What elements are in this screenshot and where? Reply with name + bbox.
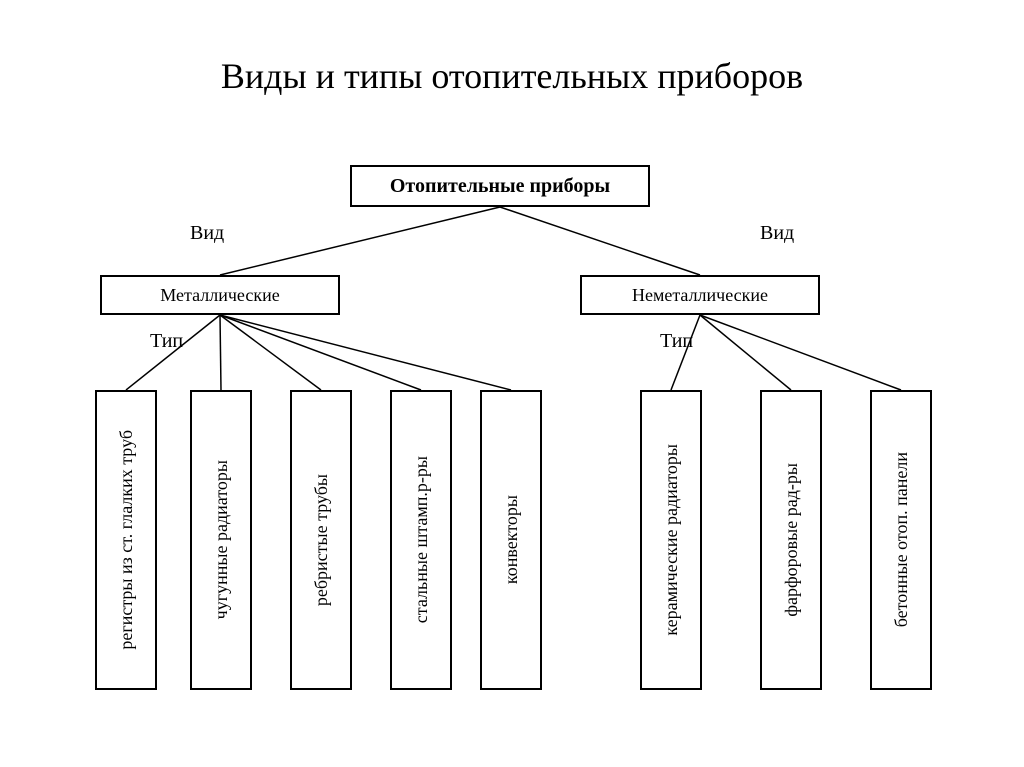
leaf-label: чугунные радиаторы <box>211 460 232 619</box>
root-node: Отопительные приборы <box>350 165 650 207</box>
diagram-canvas: Виды и типы отопительных приборов Отопит… <box>0 0 1024 767</box>
category-node-left: Металлические <box>100 275 340 315</box>
leaf-node: стальные штамп.р-ры <box>390 390 452 690</box>
leaf-label: конвекторы <box>501 495 522 584</box>
leaf-node: чугунные радиаторы <box>190 390 252 690</box>
category-node-right-label: Неметаллические <box>632 285 768 306</box>
leaf-node: регистры из ст. глалких труб <box>95 390 157 690</box>
leaf-label: стальные штамп.р-ры <box>411 456 432 623</box>
leaf-label: фарфоровые рад-ры <box>781 463 802 617</box>
label-vid-right: Вид <box>760 222 794 245</box>
leaf-label: керамические радиаторы <box>661 444 682 636</box>
page-title: Виды и типы отопительных приборов <box>0 55 1024 97</box>
leaf-node: ребристые трубы <box>290 390 352 690</box>
label-vid-left: Вид <box>190 222 224 245</box>
label-tip-left: Тип <box>150 330 183 353</box>
leaf-node: конвекторы <box>480 390 542 690</box>
leaf-label: ребристые трубы <box>311 474 332 606</box>
label-tip-right: Тип <box>660 330 693 353</box>
category-node-left-label: Металлические <box>160 285 279 306</box>
leaf-label: бетонные отоп. панели <box>891 452 912 627</box>
leaf-label: регистры из ст. глалких труб <box>116 430 137 650</box>
root-node-label: Отопительные приборы <box>390 175 610 198</box>
leaf-node: керамические радиаторы <box>640 390 702 690</box>
leaf-node: фарфоровые рад-ры <box>760 390 822 690</box>
leaf-node: бетонные отоп. панели <box>870 390 932 690</box>
category-node-right: Неметаллические <box>580 275 820 315</box>
